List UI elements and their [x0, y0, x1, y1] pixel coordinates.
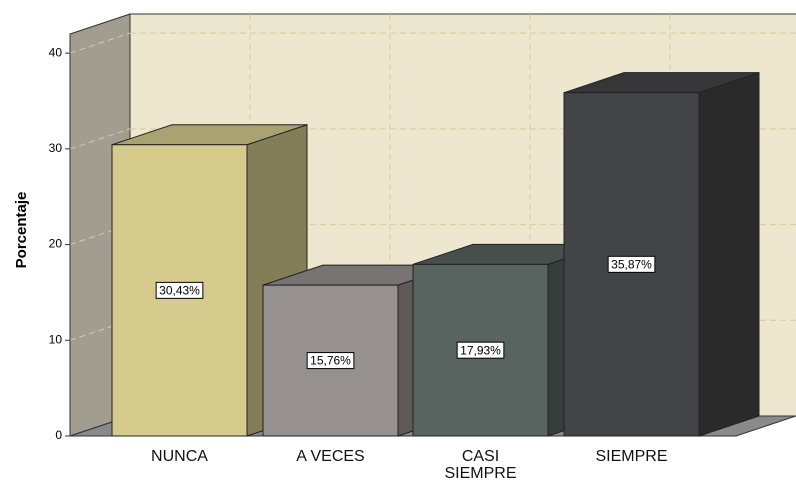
value-label-box — [456, 341, 505, 359]
x-tick-label: SIEMPRE — [595, 448, 668, 465]
value-label-box — [306, 352, 355, 370]
x-tick-label: A VECES — [296, 448, 365, 465]
grid-line — [69, 128, 131, 150]
y-axis-label: Porcentaje — [13, 192, 30, 269]
x-tick-label: CASI SIEMPRE — [444, 448, 517, 482]
y-tick-label: 20 — [49, 237, 63, 251]
value-label: 17,93% — [460, 343, 501, 357]
bar — [412, 263, 549, 437]
y-tick-label: 10 — [49, 332, 63, 346]
x-tick-label: NUNCA — [151, 448, 208, 465]
grid-line — [69, 32, 131, 54]
y-tick-label: 0 — [55, 428, 62, 442]
y-tick-label: 40 — [49, 45, 63, 59]
value-label: 30,43% — [159, 284, 200, 298]
bar-side — [698, 71, 760, 437]
y-tick-label: 30 — [49, 141, 63, 155]
value-label: 15,76% — [310, 354, 351, 368]
value-label: 35,87% — [611, 258, 652, 272]
value-label-box — [155, 281, 204, 299]
value-label-box — [607, 255, 656, 273]
